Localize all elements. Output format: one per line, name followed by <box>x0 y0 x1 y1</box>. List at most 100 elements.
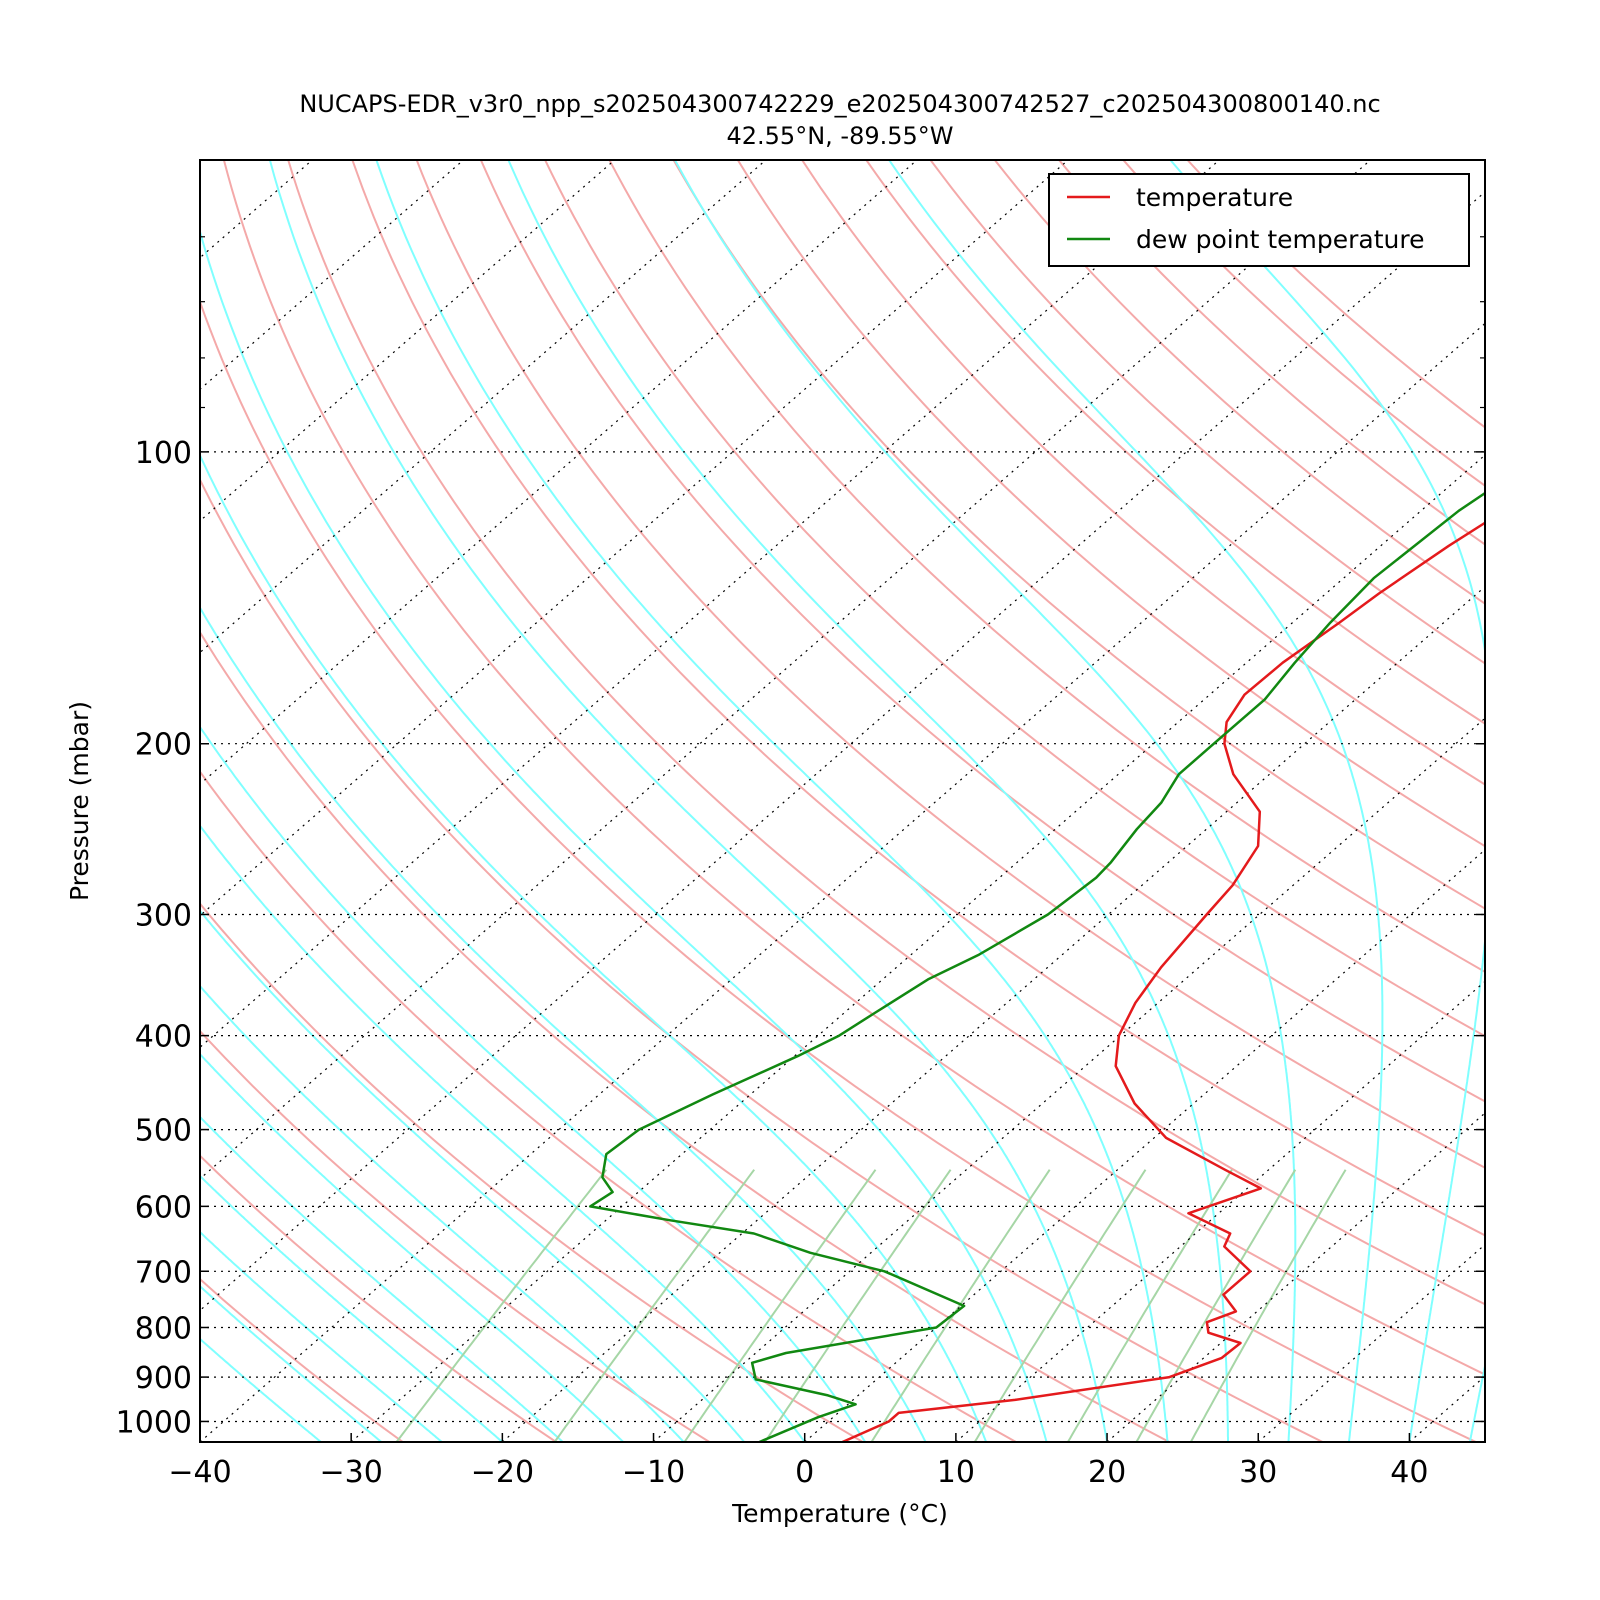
dry-adiabat-line <box>736 160 1485 848</box>
isotherm-gridline <box>200 160 1069 917</box>
moist-adiabat-line <box>1169 160 1485 1442</box>
dry-adiabat-line <box>200 1154 557 1442</box>
y-axis-label: Pressure (mbar) <box>65 701 94 901</box>
mixing-ratio-line <box>764 1169 952 1442</box>
y-tick-label: 900 <box>135 1361 192 1396</box>
mixing-ratio-line <box>1189 1169 1347 1442</box>
dry-adiabat-line <box>544 160 1485 1038</box>
legend-label-dewpoint: dew point temperature <box>1136 225 1425 254</box>
moist-adiabat-line <box>200 824 806 1442</box>
moist-adiabat-line <box>200 228 1048 1442</box>
x-tick-label: −10 <box>622 1455 685 1490</box>
dry-adiabat-line <box>415 160 1485 1169</box>
isotherm-gridline <box>200 160 1371 1180</box>
y-tick-label: 300 <box>135 899 192 934</box>
y-tick-label: 800 <box>135 1312 192 1347</box>
moist-adiabat-line <box>507 160 1229 1442</box>
moist-adiabat-line <box>1468 1361 1485 1442</box>
moist-adiabat-line <box>200 1174 504 1442</box>
moist-adiabat-line <box>200 605 927 1442</box>
isotherm-gridline <box>200 160 1220 1049</box>
axis-ticks <box>199 159 1485 1442</box>
x-tick-label: −20 <box>471 1455 534 1490</box>
x-tick-label: 30 <box>1239 1455 1277 1490</box>
dry-adiabat-line <box>1186 160 1485 429</box>
isotherm-gridline <box>200 191 1485 1312</box>
y-tick-label: 700 <box>135 1255 192 1290</box>
chart-title: NUCAPS-EDR_v3r0_npp_s202504300742229_e20… <box>299 90 1380 118</box>
dry-adiabat-line <box>865 160 1485 725</box>
moist-adiabat-line <box>200 725 867 1442</box>
plot-frame <box>199 159 1486 1443</box>
y-tick-label: 100 <box>135 436 192 471</box>
moist-adiabat-line <box>200 1337 322 1442</box>
dry-adiabat-line <box>994 160 1485 605</box>
background-lines <box>200 160 1485 1442</box>
dry-adiabat-line <box>200 902 864 1442</box>
legend-box <box>1048 173 1470 267</box>
moist-adiabat-line <box>268 160 1109 1442</box>
mixing-ratio-line <box>973 1169 1147 1442</box>
isotherm-gridline <box>804 849 1485 1442</box>
isotherm-gridline <box>653 717 1485 1442</box>
moist-adiabat-line <box>200 984 685 1442</box>
moist-adiabat-line <box>200 452 988 1442</box>
x-tick-label: −30 <box>320 1455 383 1490</box>
isotherm-gridline <box>200 160 918 785</box>
y-tick-label: 600 <box>135 1190 192 1225</box>
x-tick-label: 10 <box>937 1455 975 1490</box>
dry-adiabat-line <box>200 477 1324 1442</box>
isotherm-gridline <box>200 160 313 259</box>
dry-adiabat-line <box>200 630 1170 1442</box>
y-tick-label: 1000 <box>116 1406 192 1441</box>
dry-adiabat-line <box>222 160 1485 1376</box>
x-tick-label: 40 <box>1390 1455 1428 1490</box>
mixing-ratio-line <box>1135 1169 1297 1442</box>
moist-adiabat-line <box>375 160 1169 1442</box>
dry-adiabat-line <box>1122 160 1485 488</box>
data-series <box>588 491 1485 1442</box>
dry-adiabat-line <box>200 298 1477 1442</box>
mixing-ratio-line <box>553 1169 755 1442</box>
y-tick-label: 400 <box>135 1020 192 1055</box>
mixing-ratio-line <box>1067 1169 1233 1442</box>
series-line-0 <box>841 521 1485 1442</box>
dry-adiabat-line <box>672 160 1485 910</box>
series-line-1 <box>588 491 1485 1442</box>
legend: temperature dew point temperature <box>1048 173 1470 267</box>
isotherm-gridline <box>502 585 1485 1442</box>
y-tick-label: 500 <box>135 1114 192 1149</box>
moist-adiabat-line <box>888 160 1384 1442</box>
chart-subtitle: 42.55°N, -89.55°W <box>726 122 953 150</box>
moist-adiabat-line <box>674 160 1297 1442</box>
x-axis-label: Temperature (°C) <box>731 1499 948 1528</box>
dry-adiabat-line <box>929 160 1485 665</box>
legend-label-temperature: temperature <box>1136 183 1293 212</box>
moist-adiabat-line <box>200 1284 383 1442</box>
isotherm-gridline <box>1106 1112 1485 1442</box>
isotherm-gridline <box>200 160 767 654</box>
dry-adiabat-line <box>200 1029 710 1442</box>
mixing-ratio-line <box>395 1169 607 1442</box>
x-tick-labels: −40 −30 −20 −10 0 10 20 30 40 <box>168 1455 1428 1490</box>
x-tick-label: 20 <box>1088 1455 1126 1490</box>
dry-adiabat-line <box>287 160 1485 1306</box>
dry-adiabat-line <box>479 160 1485 1103</box>
mixing-ratio-line <box>683 1169 877 1442</box>
x-tick-label: −40 <box>168 1455 231 1490</box>
mixing-ratio-line <box>870 1169 1051 1442</box>
x-tick-label: 0 <box>795 1455 814 1490</box>
dry-adiabat-line <box>200 1277 404 1442</box>
isotherm-gridline <box>0 160 10 1442</box>
y-tick-labels: 100 200 300 400 500 600 700 800 900 1000 <box>116 436 192 1441</box>
dry-adiabat-line <box>200 770 1017 1442</box>
dry-adiabat-line <box>801 160 1485 786</box>
isotherm-gridline <box>1561 160 1600 1442</box>
moist-adiabat-line <box>200 1115 564 1442</box>
moist-adiabat-line <box>200 1052 625 1442</box>
dry-adiabat-line <box>608 160 1485 974</box>
isotherm-gridline <box>1409 1375 1485 1442</box>
dry-adiabat-line <box>1058 160 1485 546</box>
dry-adiabat-line <box>351 160 1485 1237</box>
